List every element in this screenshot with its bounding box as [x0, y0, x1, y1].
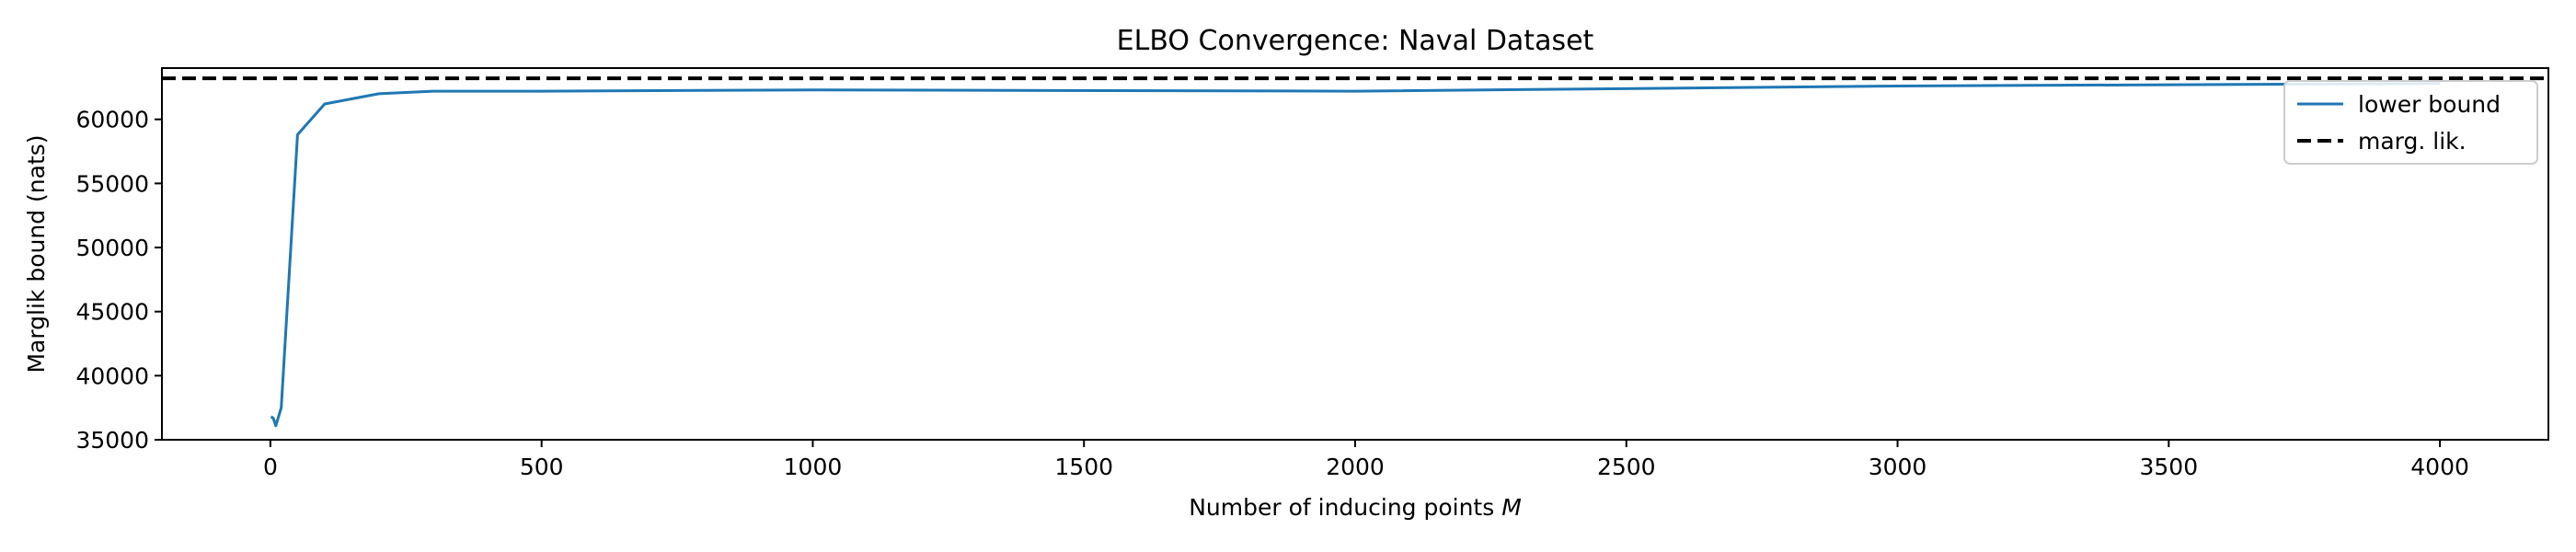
legend-label: lower bound	[2358, 91, 2501, 118]
x-tick-label: 2000	[1326, 454, 1385, 480]
x-tick-label: 3000	[1869, 454, 1927, 480]
x-tick-label: 2500	[1597, 454, 1656, 480]
x-axis-label-text: Number of inducing points	[1189, 494, 1494, 521]
x-tick-label: 0	[263, 454, 278, 480]
y-tick-label: 45000	[75, 299, 149, 326]
series-layer	[162, 76, 2548, 428]
x-axis-label-var: M	[1501, 494, 1522, 521]
x-tick-label: 1000	[784, 454, 843, 480]
y-tick-label: 50000	[75, 235, 149, 261]
y-axis-label: Marglik bound (nats)	[23, 134, 50, 373]
legend: lower bound marg. lik.	[2283, 80, 2538, 165]
legend-label: marg. lik.	[2358, 128, 2467, 155]
y-tick-label: 40000	[75, 362, 149, 389]
series-line-lower-bound	[270, 82, 2441, 428]
x-axis: 0 500 1000 1500 2000 2500 3000 3500 4000	[263, 440, 2469, 480]
y-axis: 35000 40000 45000 50000 55000 60000	[75, 107, 162, 454]
x-tick-label: 1500	[1054, 454, 1113, 480]
x-tick-label: 4000	[2410, 454, 2469, 480]
axes-frame	[161, 67, 2549, 441]
x-axis-label: Number of inducing points M	[1189, 494, 1522, 521]
x-tick-label: 500	[520, 454, 564, 480]
x-tick-label: 3500	[2140, 454, 2199, 480]
chart-title: ELBO Convergence: Naval Dataset	[1117, 25, 1594, 57]
y-tick-label: 35000	[75, 427, 149, 454]
legend-box	[2283, 80, 2538, 165]
y-tick-label: 60000	[75, 107, 149, 133]
y-tick-label: 55000	[75, 170, 149, 197]
